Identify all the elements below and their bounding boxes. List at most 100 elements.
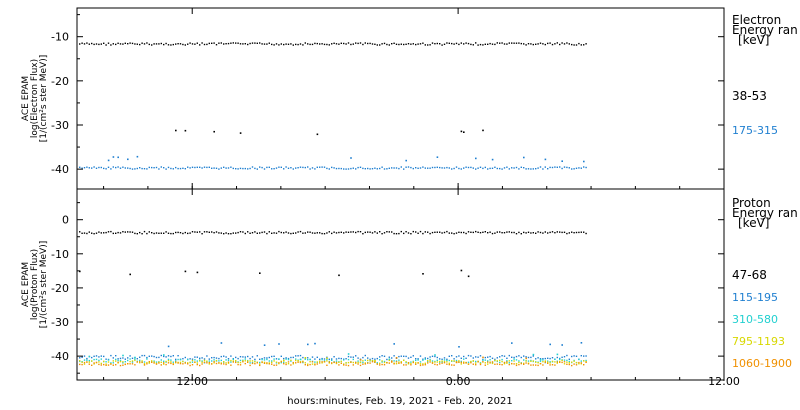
data-point [319,358,321,360]
data-point [364,168,366,170]
data-point [239,231,242,233]
data-point [333,361,335,363]
data-point [117,156,119,159]
data-point [580,362,582,364]
data-point [290,232,292,235]
data-point [299,43,302,45]
data-point [110,168,112,170]
data-point [417,358,419,360]
data-point [381,355,383,357]
data-point [352,43,354,45]
data-point [350,356,352,358]
data-point [283,357,285,360]
data-point [427,360,429,363]
data-point [278,230,280,233]
data-point [225,43,227,45]
data-point [434,43,436,45]
data-point [542,232,544,234]
data-point [415,231,417,233]
data-point [247,43,249,46]
data-point [208,363,210,365]
data-point [446,358,448,360]
data-point [278,358,280,360]
data-point [278,166,280,168]
data-point [369,42,371,45]
data-point [559,357,561,360]
data-point [247,360,249,362]
data-point [422,358,424,360]
data-point [467,231,470,233]
data-point [251,356,254,358]
data-point [419,230,422,233]
data-point [105,44,107,46]
data-point [299,166,302,168]
data-point [167,358,170,361]
data-point [566,42,568,44]
data-point [523,43,525,45]
data-point [119,232,122,234]
data-point [489,167,491,170]
data-point [362,167,364,170]
data-point [561,356,563,358]
data-point [182,360,184,363]
data-point [475,42,477,44]
data-point [407,43,410,45]
data-point [429,356,431,358]
data-point [391,357,393,359]
data-point [400,43,402,45]
data-point [328,358,330,360]
data-point [362,363,364,365]
data-point [196,356,198,358]
data-point [112,362,114,364]
data-point [501,364,503,366]
data-point [494,363,496,365]
data-point [355,362,357,364]
data-point [489,361,491,363]
data-point [81,42,83,44]
data-point [151,44,153,46]
data-point [448,363,450,366]
data-point [170,44,172,46]
data-point [580,44,582,46]
data-point [297,355,299,357]
data-point [167,362,170,364]
data-point [367,359,369,362]
data-point [170,167,172,170]
data-point [309,358,311,361]
data-point [170,232,172,235]
data-point [165,168,167,170]
data-point [530,360,532,362]
data-point [122,361,124,363]
data-point [167,166,170,169]
data-point [167,355,170,357]
data-point [436,359,438,361]
data-point [467,361,470,363]
y-axis-label-line: ACE EPAM [21,76,31,121]
data-point [299,358,302,361]
data-point [271,361,273,364]
data-point [419,355,422,357]
data-point [175,358,177,361]
data-point [566,359,568,362]
data-point [299,230,302,233]
data-point [583,364,585,366]
data-point [340,362,342,364]
data-point [343,363,345,365]
data-point [117,231,119,234]
data-point [223,361,225,363]
data-point [530,356,532,359]
data-point [215,362,218,365]
data-point [369,231,371,233]
data-point [568,43,570,45]
data-point [446,359,448,362]
data-point [319,43,321,45]
data-point [189,232,191,234]
electron-panel-frame [76,7,725,190]
data-point [539,42,542,44]
data-point [177,231,179,234]
data-point [455,359,458,362]
data-point [424,364,426,366]
data-point [391,231,393,233]
data-point [103,42,105,44]
data-point [266,43,268,45]
